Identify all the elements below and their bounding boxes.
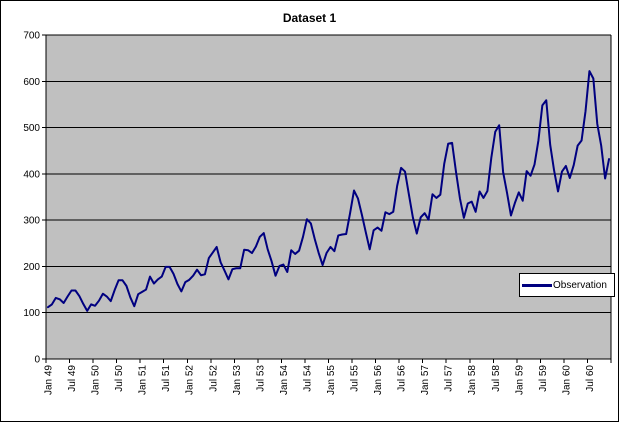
y-tick-label: 700	[23, 31, 40, 42]
y-tick-label: 300	[23, 216, 40, 227]
x-tick-label: Jul 59	[538, 365, 549, 392]
y-tick-label: 400	[23, 169, 40, 180]
legend-line-sample	[522, 283, 552, 287]
x-tick-label: Jan 56	[373, 365, 384, 395]
y-axis-ticks	[42, 34, 46, 360]
x-tick-label: Jan 59	[514, 365, 525, 395]
observation-line	[46, 70, 611, 312]
x-tick-label: Jul 54	[302, 365, 313, 392]
x-tick-label: Jul 57	[444, 365, 455, 392]
x-tick-label: Jul 60	[585, 365, 596, 392]
y-tick-label: 100	[23, 308, 40, 319]
x-tick-label: Jul 52	[208, 365, 219, 392]
x-tick-label: Jan 53	[232, 365, 243, 395]
x-tick-label: Jul 53	[255, 365, 266, 392]
x-tick-label: Jul 56	[397, 365, 408, 392]
x-tick-label: Jan 49	[43, 365, 54, 395]
x-axis-labels: Jan 49 Jul 49 Jan 50 Jul 50 Jan 51 Jul 51 Jan …	[43, 365, 595, 395]
x-tick-label: Jan 50	[91, 365, 102, 395]
x-tick-label: Jan 54	[279, 365, 290, 395]
legend-label: Observation	[553, 279, 607, 291]
y-axis-labels: 0 100 200 300 400 500 600 700	[23, 31, 40, 366]
x-tick-label: Jan 58	[467, 365, 478, 395]
x-tick-label: Jul 58	[491, 365, 502, 392]
x-tick-label: Jul 49	[67, 365, 78, 392]
x-tick-label: Jul 50	[114, 365, 125, 392]
x-tick-label: Jul 51	[161, 365, 172, 392]
x-tick-label: Jan 51	[138, 365, 149, 395]
plot-area	[46, 35, 611, 359]
y-tick-label: 0	[34, 355, 40, 366]
x-tick-label: Jan 57	[420, 365, 431, 395]
y-tick-label: 500	[23, 123, 40, 134]
x-tick-label: Jan 55	[326, 365, 337, 395]
y-tick-label: 600	[23, 77, 40, 88]
x-tick-label: Jul 55	[350, 365, 361, 392]
x-tick-label: Jan 52	[185, 365, 196, 395]
legend: Observation	[519, 273, 615, 297]
y-tick-label: 200	[23, 262, 40, 273]
chart-title: Dataset 1	[282, 11, 337, 25]
x-axis-ticks	[45, 359, 612, 363]
x-tick-label: Jan 60	[561, 365, 572, 395]
